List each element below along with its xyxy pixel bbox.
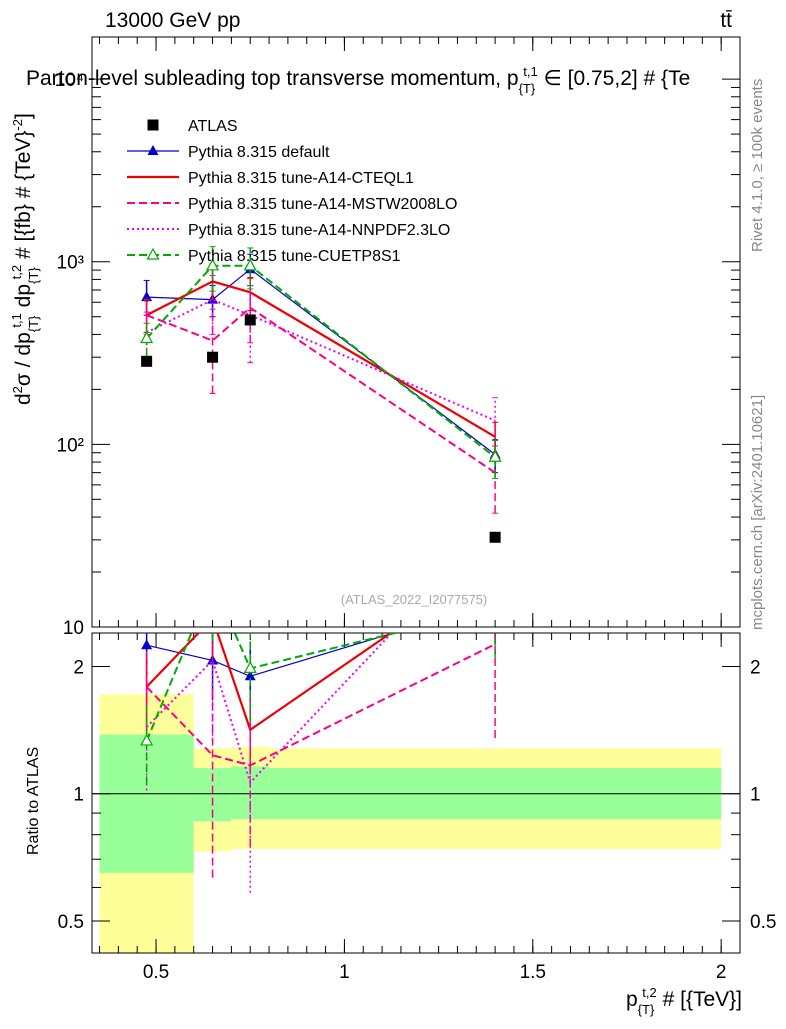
axes: 0.5 1 1.5 2 10 10² 10³ 10⁴ 0.5 0.5 1 1 2 2 xyxy=(55,37,776,983)
analysis-watermark: (ATLAS_2022_I2077575) xyxy=(341,592,487,607)
process-label: tt̄ xyxy=(720,9,732,32)
main-y-tick-label: 10 xyxy=(63,618,84,639)
data-point xyxy=(207,351,219,363)
legend-label: ATLAS xyxy=(188,118,238,135)
legend-marker xyxy=(147,145,159,155)
x-tick-label: 1.5 xyxy=(520,962,546,983)
series-point xyxy=(243,258,257,271)
legend: ATLAS Pythia 8.315 default Pythia 8.315 tu… xyxy=(127,118,457,265)
series-point xyxy=(488,450,502,462)
x-axis-title: p{T}t,2 # [{TeV}] xyxy=(626,985,742,1017)
uncertainty-bands xyxy=(99,694,722,953)
series-line xyxy=(146,268,496,455)
series-0 xyxy=(141,253,501,474)
data-point xyxy=(489,531,501,543)
ratio-series-0 xyxy=(141,596,501,715)
rivet-version-label: Rivet 4.1.0, ≥ 100k events xyxy=(749,79,766,252)
main-y-axis-title: d2σ / dp{T}t,1 dp{T}t,2 # [{fb} # {TeV}-… xyxy=(9,113,41,405)
series-2 xyxy=(143,277,499,514)
series-1 xyxy=(143,266,499,456)
ratio-point xyxy=(141,639,153,650)
ratio-series-line xyxy=(145,633,393,732)
main-y-tick-label: 10² xyxy=(57,435,84,456)
mcplots-label: mcplots.cern.ch [arXiv:2401.10621] xyxy=(749,395,766,630)
ratio-point xyxy=(490,603,501,613)
legend-entry-0: ATLAS xyxy=(147,118,238,135)
ratio-y-tick-label-right: 0.5 xyxy=(750,912,776,933)
legend-label: Pythia 8.315 default xyxy=(188,144,330,161)
series-4 xyxy=(140,246,502,480)
ratio-point xyxy=(490,596,501,606)
ratio-panel-frame xyxy=(91,632,741,954)
ratio-y-tick-label-right: 1 xyxy=(750,785,761,806)
legend-entry-3: Pythia 8.315 tune-A14-MSTW2008LO xyxy=(127,196,457,213)
ratio-series-4 xyxy=(140,576,501,785)
energy-label: 13000 GeV pp xyxy=(105,9,240,32)
ratio-y-tick-label-left: 1 xyxy=(73,785,84,806)
series-line xyxy=(146,306,496,474)
ratio-y-tick-label-left: 0.5 xyxy=(58,912,84,933)
ratio-series-line xyxy=(146,633,396,677)
data-point xyxy=(141,355,153,367)
ratio-series-1 xyxy=(145,633,393,773)
series-point xyxy=(206,258,220,271)
series-point xyxy=(141,291,153,302)
legend-marker xyxy=(147,119,159,131)
main-y-tick-label: 10⁴ xyxy=(55,70,84,91)
series-line xyxy=(145,264,496,459)
ratio-y-tick-label-right: 2 xyxy=(750,657,761,678)
ratio-point xyxy=(243,661,257,673)
series-line xyxy=(146,298,496,422)
main-plot xyxy=(140,246,502,543)
x-tick-label: 2 xyxy=(716,962,727,983)
series-3 xyxy=(143,275,499,454)
legend-entry-5: Pythia 8.315 tune-CUETP8S1 xyxy=(127,247,401,265)
legend-label: Pythia 8.315 tune-A14-NNPDF2.3LO xyxy=(188,222,450,239)
main-y-tick-label: 10³ xyxy=(57,253,84,274)
ratio-point xyxy=(207,576,218,586)
ratio-y-axis-title: Ratio to ATLAS xyxy=(25,747,42,855)
ratio-point xyxy=(244,670,256,681)
data-point xyxy=(244,314,256,326)
ratio-series-line xyxy=(145,633,394,785)
legend-label: Pythia 8.315 tune-A14-CTEQL1 xyxy=(188,170,414,187)
data-series-atlas xyxy=(141,314,501,543)
ratio-y-tick-label-left: 2 xyxy=(73,657,84,678)
legend-label: Pythia 8.315 tune-CUETP8S1 xyxy=(188,248,401,265)
series-line xyxy=(146,280,496,438)
ratio-series-line xyxy=(145,633,400,742)
ratio-series-line xyxy=(145,643,496,767)
plot-title: Parton-level subleading top transverse m… xyxy=(26,64,690,96)
legend-label: Pythia 8.315 tune-A14-MSTW2008LO xyxy=(188,196,457,213)
ratio-point xyxy=(140,733,154,746)
series-point xyxy=(140,331,154,344)
legend-entry-2: Pythia 8.315 tune-A14-CTEQL1 xyxy=(127,170,414,187)
x-tick-label: 1 xyxy=(339,962,350,983)
main-panel-frame xyxy=(91,36,741,628)
legend-marker xyxy=(146,247,160,260)
legend-entry-4: Pythia 8.315 tune-A14-NNPDF2.3LO xyxy=(127,222,450,239)
ratio-plot xyxy=(140,576,501,893)
legend-entry-1: Pythia 8.315 default xyxy=(127,144,330,161)
x-tick-label: 0.5 xyxy=(143,962,169,983)
